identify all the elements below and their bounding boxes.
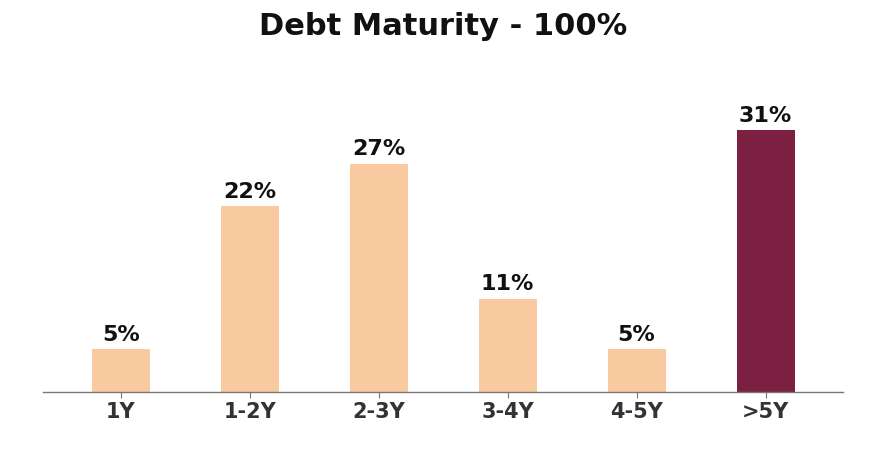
Text: 27%: 27% (352, 140, 405, 159)
Bar (737, 130, 794, 392)
Bar (479, 299, 537, 392)
Bar (221, 206, 279, 392)
Bar (349, 164, 408, 392)
Text: 22%: 22% (223, 182, 276, 202)
Title: Debt Maturity - 100%: Debt Maturity - 100% (259, 12, 627, 40)
Text: 5%: 5% (618, 325, 655, 345)
Bar (92, 349, 149, 392)
Text: 31%: 31% (739, 106, 793, 126)
Text: 11%: 11% (481, 274, 534, 294)
Text: 5%: 5% (102, 325, 140, 345)
Bar (607, 349, 666, 392)
